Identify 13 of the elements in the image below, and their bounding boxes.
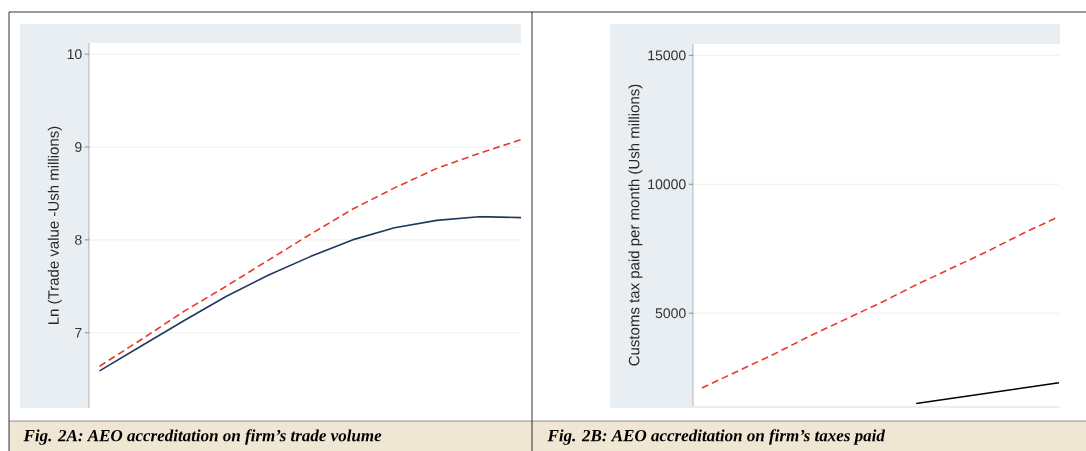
y-tick-label: 5000 <box>655 308 686 319</box>
y-tick-label: 10000 <box>648 179 686 190</box>
line-series <box>98 215 522 372</box>
y-tick-label: 8 <box>75 234 82 245</box>
text: Fig. 2B: AEO accreditation on firm’s taxes paid <box>547 429 886 445</box>
line-series <box>98 138 522 367</box>
y-axis-title: Customs tax paid per month (Ush millions) <box>628 84 643 366</box>
y-axis-title: Ln (Trade value -Ush millions) <box>47 126 62 325</box>
y-tick-label: 10 <box>67 49 82 60</box>
y-tick-label: 9 <box>75 142 82 152</box>
y-tick-label: 15000 <box>648 50 686 61</box>
text: Fig. 2A: AEO accreditation on firm’s trade volume <box>23 429 382 445</box>
y-tick-label: 7 <box>75 327 82 338</box>
